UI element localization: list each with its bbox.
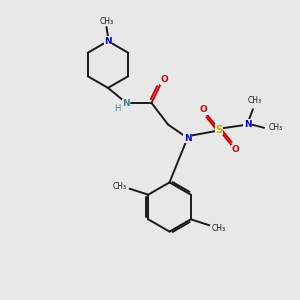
Text: S: S	[215, 124, 223, 135]
Text: O: O	[231, 145, 239, 154]
Text: O: O	[160, 75, 168, 84]
Text: CH₃: CH₃	[99, 16, 114, 26]
Text: N: N	[184, 134, 191, 142]
Text: O: O	[200, 105, 207, 114]
Text: CH₃: CH₃	[113, 182, 127, 191]
Text: N: N	[244, 120, 251, 129]
Text: N: N	[122, 99, 130, 108]
Text: H: H	[114, 103, 120, 112]
Text: CH₃: CH₃	[268, 123, 283, 132]
Text: CH₃: CH₃	[212, 224, 226, 233]
Text: CH₃: CH₃	[247, 96, 262, 105]
Text: N: N	[104, 37, 112, 46]
